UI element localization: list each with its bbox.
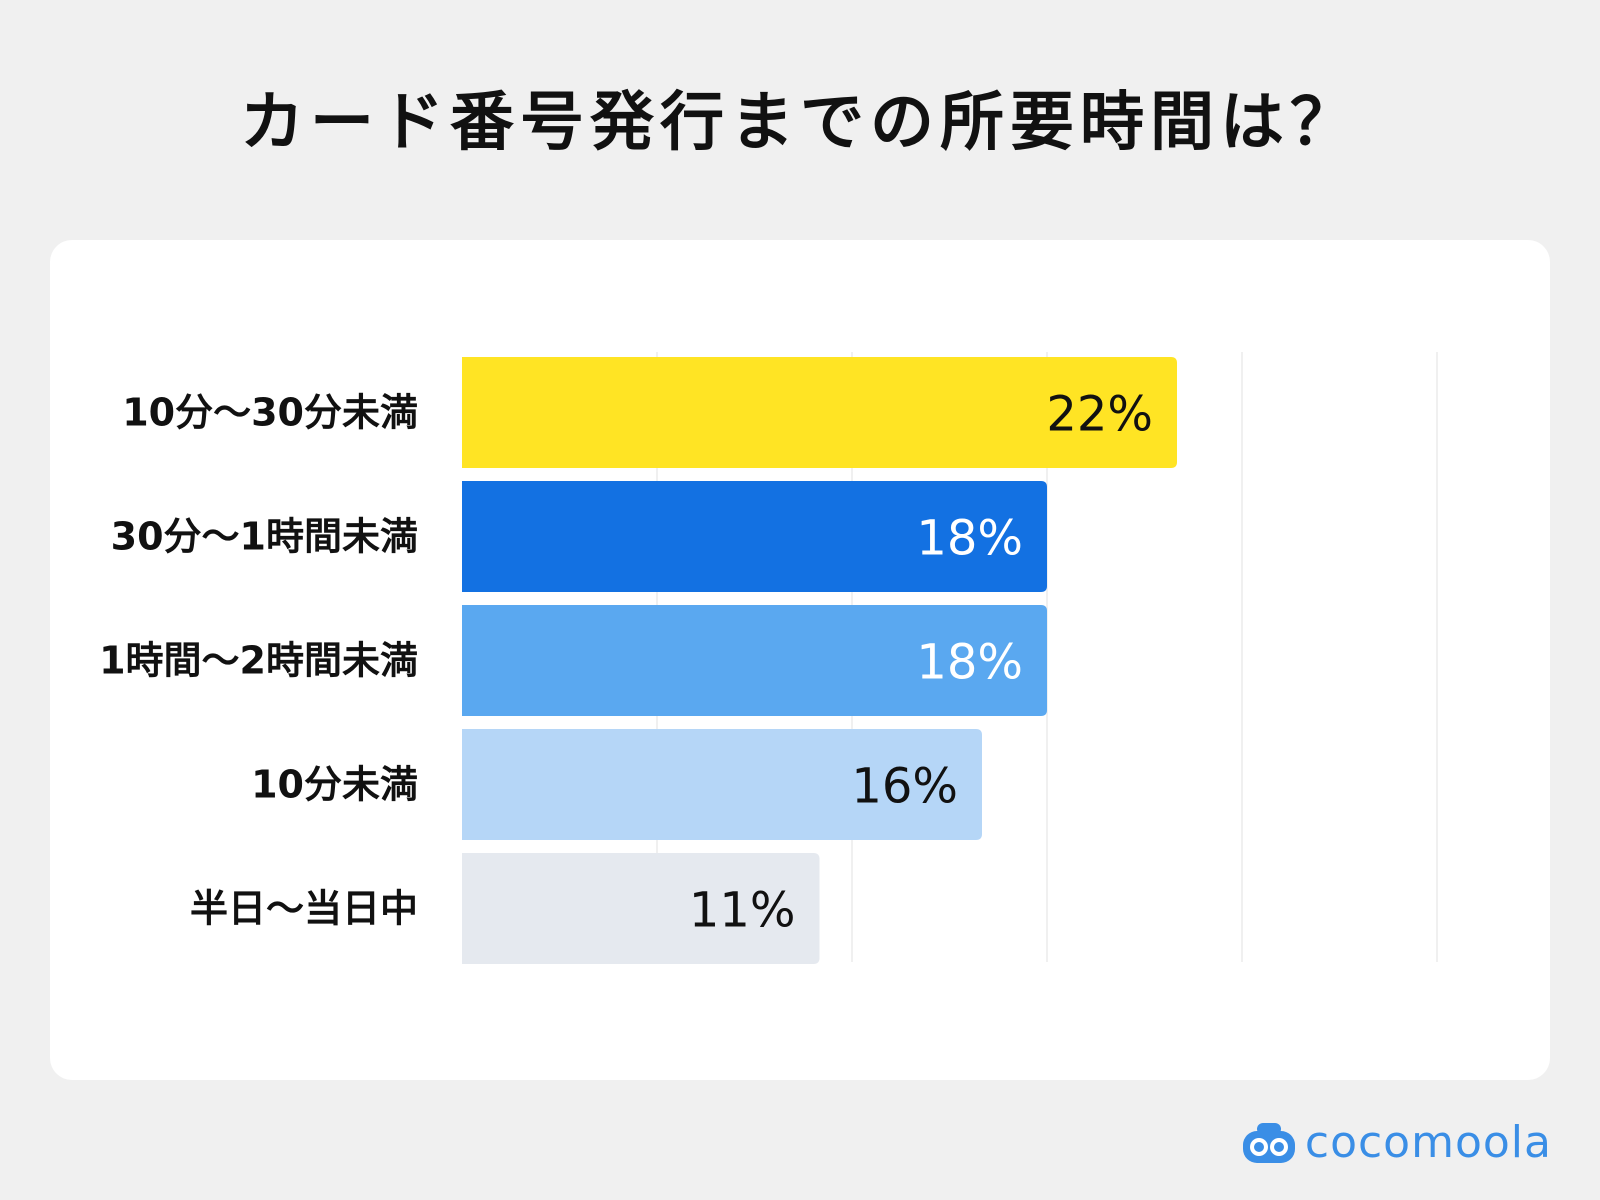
category-label: 10分〜30分未満 [122, 391, 418, 435]
value-label: 18% [916, 511, 1023, 567]
bar [462, 729, 982, 840]
bar [462, 853, 820, 964]
page-title: カード番号発行までの所要時間は？ [240, 86, 1360, 160]
category-label: 1時間〜2時間未満 [99, 639, 418, 683]
chart-card: 10分〜30分未満 22% 30分〜1時間未満 18% 1時間〜2時間未満 18% 10分未… [50, 240, 1550, 1080]
value-label: 18% [916, 635, 1023, 691]
value-label: 16% [851, 759, 958, 815]
bar-chart: 10分〜30分未満 22% 30分〜1時間未満 18% 1時間〜2時間未満 18% 10分未… [99, 352, 1438, 964]
bar [462, 605, 1047, 716]
cocomoola-logo-icon [1242, 1123, 1295, 1163]
bar [462, 481, 1047, 592]
brand-name: cocomoola [1304, 1117, 1552, 1168]
category-label: 10分未満 [251, 763, 418, 807]
category-label: 半日〜当日中 [190, 887, 418, 931]
value-label: 22% [1046, 387, 1153, 443]
bar [462, 357, 1177, 468]
brand-logo: cocomoola [1241, 1118, 1552, 1168]
category-label: 30分〜1時間未満 [111, 515, 418, 559]
value-label: 11% [689, 883, 796, 939]
